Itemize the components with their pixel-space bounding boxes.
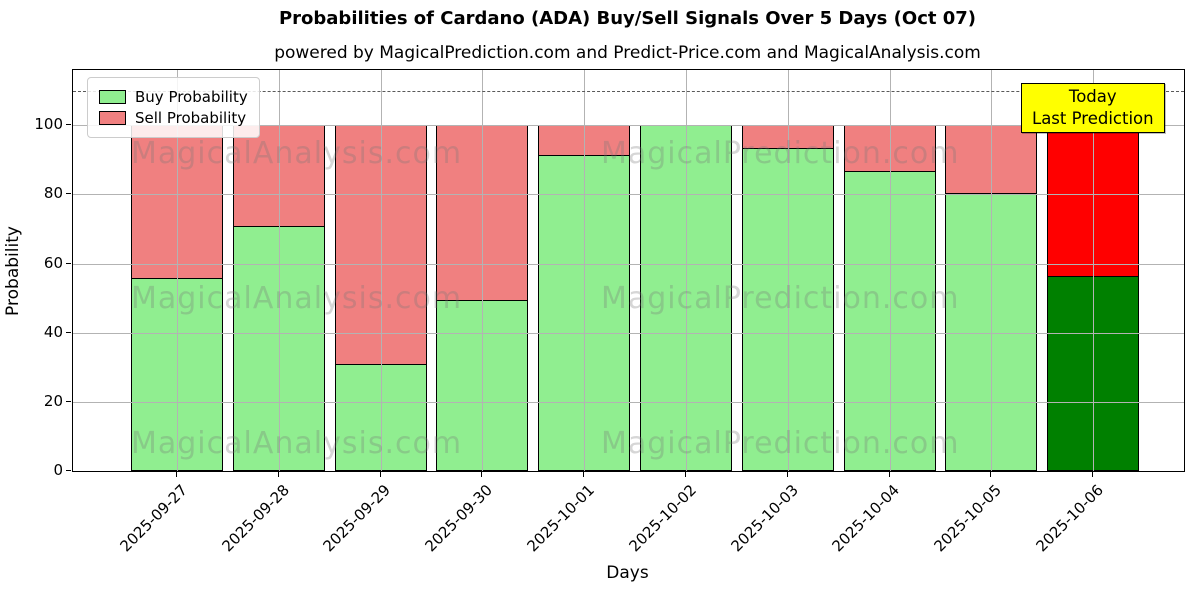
x-axis-label: Days bbox=[606, 563, 649, 583]
watermark-text: MagicalPrediction.com bbox=[601, 136, 960, 171]
gridline-vertical bbox=[380, 70, 382, 471]
x-tick-mark bbox=[685, 471, 686, 477]
legend-swatch-buy bbox=[99, 90, 126, 104]
gridline-vertical bbox=[278, 70, 280, 471]
gridline-vertical bbox=[889, 70, 891, 471]
y-tick-mark bbox=[66, 124, 71, 126]
y-tick-mark bbox=[66, 400, 71, 402]
x-tick-label: 2025-10-02 bbox=[625, 481, 700, 556]
legend-swatch-sell bbox=[99, 111, 126, 125]
x-tick-mark bbox=[1092, 471, 1094, 477]
y-tick-label: 0 bbox=[53, 461, 63, 479]
x-tick-mark bbox=[176, 471, 177, 477]
x-tick-mark bbox=[481, 471, 483, 477]
gridline-horizontal bbox=[73, 125, 1184, 127]
x-tick-label: 2025-09-27 bbox=[116, 481, 191, 556]
today-annotation-line2: Last Prediction bbox=[1032, 108, 1154, 128]
gridline-horizontal bbox=[73, 194, 1184, 196]
y-tick-label: 80 bbox=[43, 184, 63, 203]
watermark-text: MagicalAnalysis.com bbox=[131, 426, 463, 461]
chart-title: Probabilities of Cardano (ADA) Buy/Sell … bbox=[278, 8, 977, 29]
legend: Buy Probability Sell Probability bbox=[87, 77, 260, 138]
y-tick-mark bbox=[66, 331, 71, 333]
x-tick-mark bbox=[583, 471, 585, 477]
y-tick-label: 60 bbox=[43, 253, 63, 272]
gridline-vertical bbox=[1093, 70, 1095, 471]
y-tick-label: 100 bbox=[34, 115, 63, 134]
legend-row: Sell Probability bbox=[99, 109, 248, 127]
gridline-vertical bbox=[787, 70, 789, 471]
legend-label: Buy Probability bbox=[135, 88, 248, 106]
x-tick-label: 2025-10-05 bbox=[930, 481, 1006, 556]
today-annotation-line1: Today bbox=[1068, 87, 1117, 106]
x-tick-label: 2025-10-04 bbox=[828, 481, 904, 556]
gridline-vertical bbox=[991, 70, 993, 471]
x-tick-mark bbox=[786, 471, 788, 477]
plot-area: MagicalAnalysis.com MagicalPrediction.com… bbox=[72, 69, 1185, 472]
gridline-horizontal bbox=[73, 332, 1184, 334]
today-annotation: Today Last Prediction bbox=[1021, 83, 1165, 133]
gridline-vertical bbox=[482, 70, 484, 471]
legend-row: Buy Probability bbox=[99, 88, 248, 106]
x-tick-mark bbox=[379, 471, 381, 477]
y-tick-label: 20 bbox=[43, 391, 63, 410]
x-tick-mark bbox=[277, 471, 279, 477]
gridline-vertical bbox=[177, 70, 178, 471]
legend-label: Sell Probability bbox=[135, 109, 247, 127]
gridline-vertical bbox=[584, 70, 586, 471]
x-tick-mark bbox=[888, 471, 890, 477]
watermark-text: MagicalPrediction.com bbox=[601, 281, 960, 316]
watermark-text: MagicalAnalysis.com bbox=[131, 281, 463, 316]
x-tick-label: 2025-09-29 bbox=[319, 481, 395, 556]
x-tick-label: 2025-09-28 bbox=[218, 481, 293, 556]
watermark-text: MagicalAnalysis.com bbox=[131, 136, 463, 171]
gridline-vertical bbox=[686, 70, 687, 471]
gridline-horizontal bbox=[73, 401, 1184, 403]
threshold-dashline bbox=[73, 90, 1184, 92]
chart-subtitle: powered by MagicalPrediction.com and Pre… bbox=[274, 43, 981, 63]
x-tick-label: 2025-10-01 bbox=[523, 481, 598, 556]
x-tick-mark bbox=[990, 471, 992, 477]
y-tick-mark bbox=[66, 470, 71, 471]
y-axis-label: Probability bbox=[3, 226, 23, 316]
gridline-horizontal bbox=[73, 263, 1184, 265]
watermark-text: MagicalPrediction.com bbox=[601, 426, 960, 461]
y-tick-mark bbox=[66, 262, 71, 264]
y-tick-label: 40 bbox=[43, 322, 63, 341]
x-tick-label: 2025-10-03 bbox=[727, 481, 802, 556]
x-tick-label: 2025-09-30 bbox=[421, 481, 497, 556]
y-tick-mark bbox=[66, 193, 71, 195]
x-tick-label: 2025-10-06 bbox=[1032, 481, 1107, 556]
